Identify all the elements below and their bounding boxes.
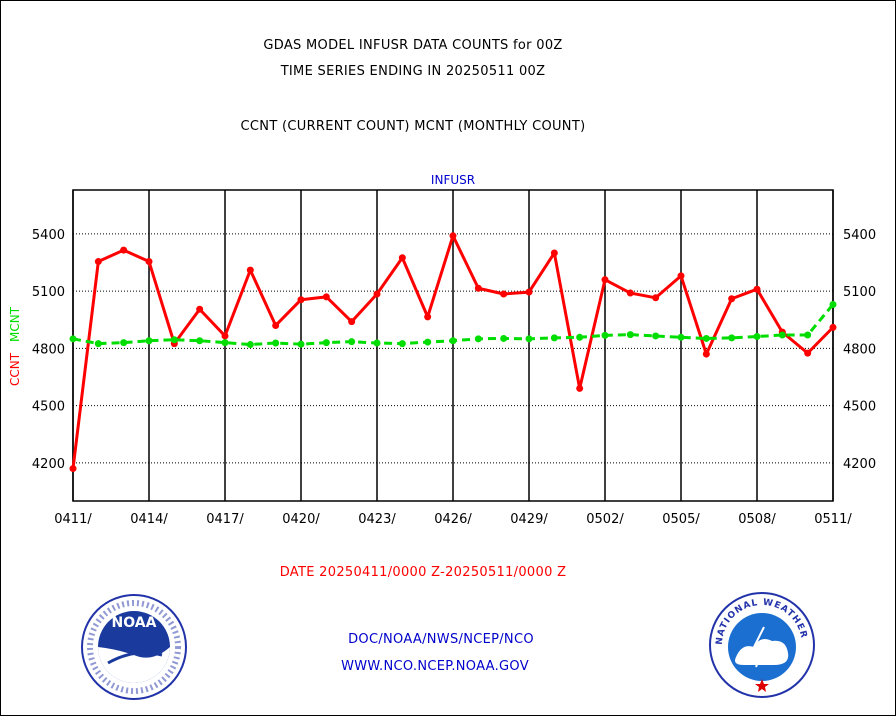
data-point-ccnt [550,249,558,257]
data-point-ccnt [373,290,381,298]
x-tick-label: 0511/ [814,512,852,527]
x-tick-label: 0414/ [130,512,168,527]
noaa-logo: NOAA [81,594,187,700]
data-point-ccnt [525,288,533,296]
data-point-ccnt [728,295,736,303]
data-point-ccnt [246,266,254,274]
data-point-mcnt [753,333,761,341]
data-point-mcnt [170,336,178,344]
y-tick-label-right: 4500 [843,400,876,415]
data-point-mcnt [474,335,482,343]
data-point-mcnt [804,331,812,339]
nws-logo: NATIONAL WEATHER SERVICE [708,591,815,698]
x-tick-label: 0411/ [54,512,92,527]
data-point-mcnt [652,332,660,340]
noaa-logo-text: NOAA [112,615,157,631]
data-point-mcnt [500,334,508,342]
y-axis-label-ccnt: CCNT [8,352,22,386]
data-point-mcnt [272,339,280,347]
data-point-ccnt [626,289,634,297]
data-point-ccnt [500,290,508,298]
data-point-mcnt [297,340,305,348]
data-point-ccnt [348,318,356,326]
data-point-ccnt [221,332,229,340]
y-tick-label-left: 4800 [32,342,65,357]
data-point-ccnt [702,350,710,358]
data-point-mcnt [145,337,153,345]
footer-date-range: DATE 20250411/0000 Z-20250511/0000 Z [279,565,567,580]
data-point-mcnt [373,339,381,347]
data-point-mcnt [601,331,609,339]
y-tick-label-left: 4200 [32,457,65,472]
data-point-mcnt [69,335,77,343]
x-tick-label: 0426/ [434,512,472,527]
data-point-mcnt [576,333,584,341]
y-tick-label-left: 5400 [32,228,65,243]
data-point-mcnt [424,338,432,346]
chart-subtitle: CCNT (CURRENT COUNT) MCNT (MONTHLY COUNT… [240,119,586,134]
y-tick-label-left: 4500 [32,400,65,415]
chart-title-line1: GDAS MODEL INFUSR DATA COUNTS for 00Z [263,38,563,53]
data-point-mcnt [322,339,330,347]
data-point-mcnt [120,339,128,347]
data-point-mcnt [778,331,786,339]
data-point-ccnt [69,465,77,473]
data-point-ccnt [120,246,128,254]
data-point-mcnt [221,339,229,347]
data-point-ccnt [753,285,761,293]
data-point-mcnt [702,334,710,342]
data-point-ccnt [297,296,305,304]
data-point-ccnt [322,293,330,301]
data-point-ccnt [94,258,102,266]
data-point-ccnt [449,232,457,240]
data-point-ccnt [474,284,482,292]
data-point-mcnt [728,334,736,342]
y-tick-label-right: 4200 [843,457,876,472]
y-tick-label-left: 5100 [32,285,65,300]
data-point-ccnt [677,272,685,280]
y-axis-label-mcnt: MCNT [8,306,22,342]
y-tick-label-right: 5100 [843,285,876,300]
data-point-mcnt [449,337,457,345]
data-point-ccnt [398,254,406,262]
data-point-mcnt [196,337,204,345]
x-tick-label: 0429/ [510,512,548,527]
x-tick-label: 0505/ [662,512,700,527]
data-point-ccnt [424,313,432,321]
data-point-mcnt [246,341,254,349]
y-tick-label-right: 5400 [843,228,876,243]
data-point-mcnt [348,338,356,346]
footer-org: DOC/NOAA/NWS/NCEP/NCO [348,632,534,647]
data-point-ccnt [652,294,660,302]
data-point-ccnt [576,384,584,392]
data-point-mcnt [550,334,558,342]
x-tick-label: 0502/ [586,512,624,527]
footer-url-link[interactable]: WWW.NCO.NCEP.NOAA.GOV [341,659,529,674]
plot-border [72,189,834,502]
data-point-ccnt [145,258,153,266]
x-tick-label: 0417/ [206,512,244,527]
x-tick-label: 0423/ [358,512,396,527]
data-point-ccnt [804,349,812,357]
data-point-ccnt [829,323,837,331]
data-point-mcnt [626,331,634,339]
data-point-mcnt [398,340,406,348]
data-point-mcnt [677,333,685,341]
data-point-mcnt [525,335,533,343]
x-tick-label: 0508/ [738,512,776,527]
y-tick-label-right: 4800 [843,342,876,357]
data-point-ccnt [601,276,609,284]
data-point-mcnt [829,300,837,308]
data-point-ccnt [196,305,204,313]
x-tick-label: 0420/ [282,512,320,527]
data-point-mcnt [94,340,102,348]
data-point-ccnt [272,321,280,329]
chart-title-line2: TIME SERIES ENDING IN 20250511 00Z [280,64,546,79]
panel-title: INFUSR [431,173,475,187]
